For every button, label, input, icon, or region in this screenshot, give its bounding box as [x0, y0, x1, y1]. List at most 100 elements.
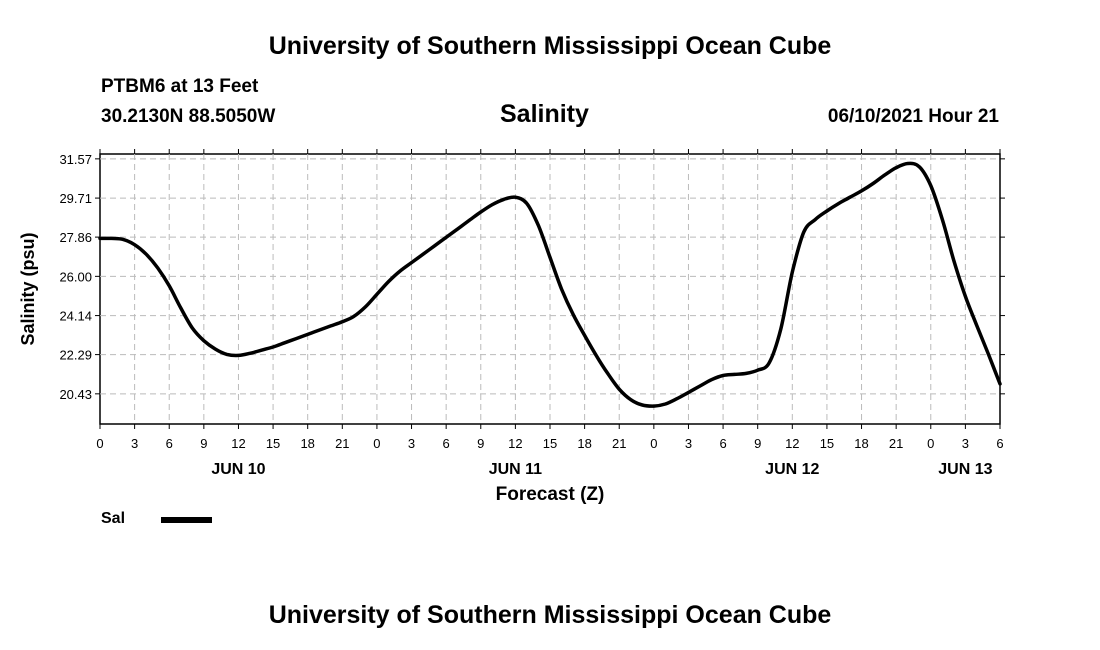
data-point [260, 349, 263, 351]
x-tick-label: 9 [754, 436, 761, 451]
data-point [941, 218, 943, 220]
data-point [595, 354, 597, 356]
data-point [237, 354, 240, 356]
page-title: University of Southern Mississippi Ocean… [268, 32, 832, 60]
data-point [999, 383, 1001, 385]
data-point [907, 162, 909, 165]
data-point [814, 218, 817, 220]
x-tick-label: 15 [820, 436, 834, 451]
data-point [399, 270, 401, 272]
data-point [168, 285, 170, 287]
data-point [607, 372, 609, 374]
data-point [560, 288, 563, 290]
data-point [780, 328, 782, 330]
data-point [618, 388, 620, 390]
forecast-timestamp: 06/10/2021 Hour 21 [827, 106, 999, 127]
data-point [930, 185, 932, 187]
x-tick-label: 0 [96, 436, 103, 451]
data-point [457, 228, 459, 230]
y-tick-label: 24.14 [59, 309, 92, 324]
data-point [837, 203, 840, 205]
x-tick-label: 12 [508, 436, 522, 451]
x-tick-label: 12 [231, 436, 245, 451]
data-point [699, 385, 701, 387]
data-point [330, 325, 332, 327]
x-tick-label: 18 [854, 436, 868, 451]
data-point [860, 190, 863, 192]
data-point [272, 346, 274, 348]
data-point [226, 353, 228, 355]
x-tick-label: 6 [996, 436, 1003, 451]
data-point [676, 398, 678, 400]
x-tick-label: 6 [719, 436, 726, 451]
data-point [514, 196, 517, 198]
data-point [491, 204, 493, 206]
x-axis-label: Forecast (Z) [496, 484, 605, 505]
x-day-label: JUN 12 [765, 461, 819, 478]
y-tick-label: 31.57 [59, 152, 92, 167]
data-point [157, 267, 159, 269]
data-point [803, 231, 805, 233]
station-label: PTBM6 at 13 Feet [101, 76, 259, 97]
data-point [214, 348, 216, 350]
data-point [145, 253, 147, 255]
x-tick-label: 9 [200, 436, 207, 451]
data-point [110, 237, 113, 239]
data-point [849, 196, 851, 198]
legend-label: Sal [101, 510, 126, 527]
data-point [884, 174, 886, 176]
data-point [295, 338, 297, 340]
x-tick-label: 15 [543, 436, 557, 451]
data-point [826, 210, 828, 212]
data-point [180, 307, 182, 309]
data-point [307, 333, 309, 335]
x-day-label: JUN 10 [211, 461, 265, 478]
x-tick-label: 12 [785, 436, 799, 451]
station-coordinates: 30.2130N 88.5050W [101, 106, 276, 127]
data-point [364, 306, 366, 308]
data-point [653, 405, 655, 407]
data-point [664, 403, 667, 405]
data-point [987, 353, 990, 355]
data-point [918, 166, 920, 168]
data-point [341, 321, 343, 323]
data-point [964, 295, 967, 297]
data-point [318, 329, 320, 331]
x-tick-label: 15 [266, 436, 280, 451]
data-point [745, 372, 747, 374]
x-tick-label: 6 [166, 436, 173, 451]
tick-layer [95, 149, 1005, 429]
chart-title: Salinity [500, 100, 589, 128]
data-point [191, 327, 193, 329]
x-tick-label: 9 [477, 436, 484, 451]
y-axis-label: Salinity (psu) [18, 232, 38, 345]
data-point [734, 373, 736, 375]
data-point [376, 293, 378, 295]
x-tick-label: 21 [335, 436, 349, 451]
data-point [584, 334, 586, 336]
data-point [872, 182, 874, 185]
legend-line-swatch [161, 517, 212, 523]
x-day-label: JUN 11 [489, 461, 542, 478]
x-tick-label: 3 [131, 436, 138, 451]
y-tick-label: 26.00 [59, 269, 92, 284]
data-point [722, 374, 724, 377]
data-point [122, 238, 124, 240]
x-tick-label: 0 [373, 436, 380, 451]
data-point [410, 262, 413, 264]
x-tick-label: 21 [889, 436, 903, 451]
data-point [549, 256, 551, 258]
x-tick-label: 18 [577, 436, 591, 451]
x-tick-label: 6 [443, 436, 450, 451]
data-point [445, 236, 447, 238]
x-tick-label: 0 [927, 436, 934, 451]
data-point [249, 352, 251, 354]
data-point [768, 362, 770, 364]
data-point [434, 245, 436, 247]
data-point [480, 211, 482, 213]
data-point [537, 225, 540, 227]
data-point [757, 369, 759, 371]
data-point [99, 237, 101, 239]
x-tick-label: 3 [408, 436, 415, 451]
